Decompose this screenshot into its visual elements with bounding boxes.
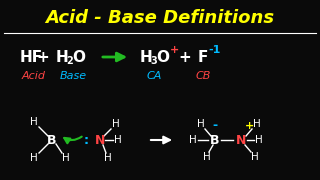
Text: -1: -1	[208, 45, 220, 55]
Text: Acid: Acid	[22, 71, 46, 81]
Text: HF: HF	[20, 50, 43, 64]
Text: -: -	[212, 120, 218, 132]
Text: H: H	[140, 50, 153, 64]
Text: O: O	[72, 50, 85, 64]
Text: CB: CB	[196, 71, 212, 81]
Text: H: H	[30, 153, 38, 163]
Text: N: N	[95, 134, 105, 147]
Text: H: H	[104, 153, 112, 163]
Text: 2: 2	[66, 56, 73, 66]
Text: +: +	[36, 50, 49, 64]
Text: H: H	[30, 117, 38, 127]
Text: +: +	[244, 121, 254, 131]
Text: H: H	[251, 152, 259, 162]
Text: 3: 3	[150, 56, 157, 66]
Text: B: B	[47, 134, 57, 147]
Text: H: H	[56, 50, 69, 64]
Text: Base: Base	[60, 71, 87, 81]
Text: Acid - Base Definitions: Acid - Base Definitions	[45, 9, 275, 27]
Text: B: B	[210, 134, 220, 147]
Text: N: N	[236, 134, 246, 147]
Text: H: H	[189, 135, 197, 145]
Text: F: F	[198, 50, 208, 64]
Text: H: H	[203, 152, 211, 162]
Text: H: H	[255, 135, 263, 145]
Text: H: H	[253, 119, 261, 129]
Text: H: H	[112, 119, 120, 129]
Text: +: +	[170, 45, 179, 55]
Text: H: H	[114, 135, 122, 145]
Text: :: :	[84, 134, 89, 147]
Text: H: H	[197, 119, 205, 129]
Text: CA: CA	[147, 71, 162, 81]
Text: O: O	[156, 50, 169, 64]
Text: +: +	[179, 50, 191, 64]
Text: H: H	[62, 153, 70, 163]
